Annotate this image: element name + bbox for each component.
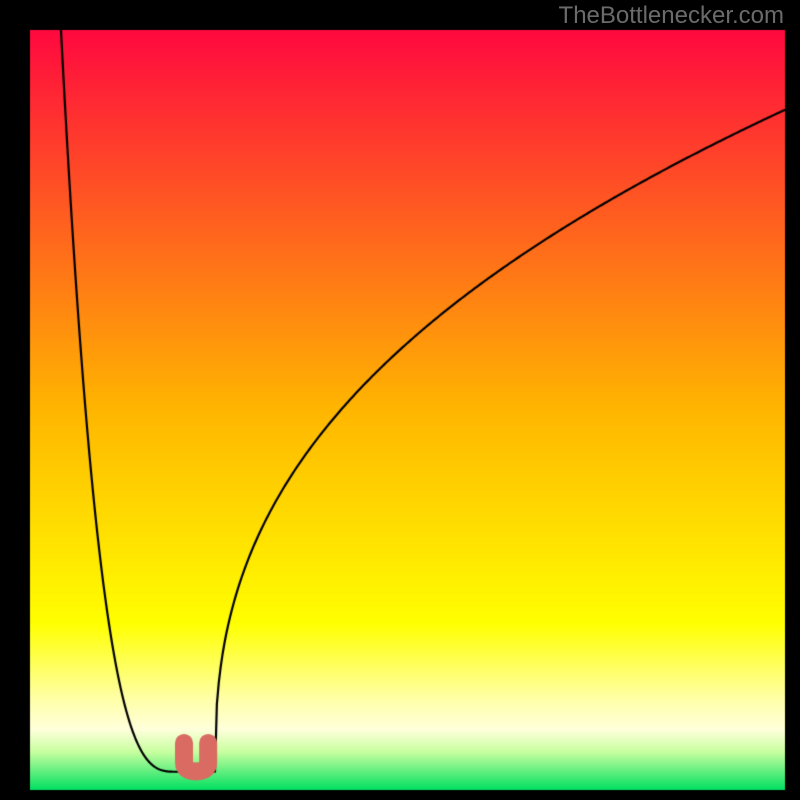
watermark-text: TheBottlenecker.com xyxy=(559,2,784,30)
bottleneck-curve-chart xyxy=(0,0,800,800)
chart-container: { "canvas": { "width": 800, "height": 80… xyxy=(0,0,800,800)
